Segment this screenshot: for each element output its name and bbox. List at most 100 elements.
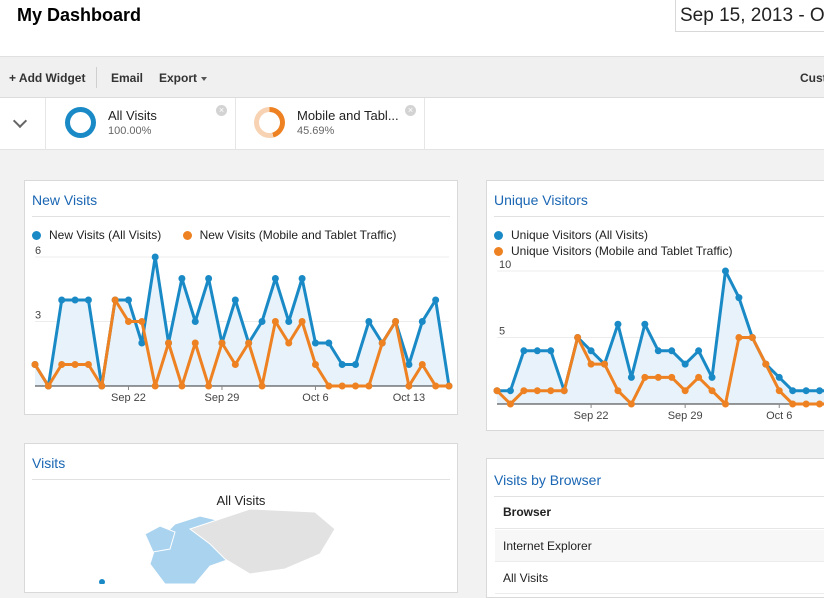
- data-point: [71, 361, 79, 368]
- widget-title[interactable]: New Visits: [32, 192, 98, 208]
- chevron-down-icon: [12, 113, 28, 129]
- data-point: [641, 320, 649, 328]
- chevron-down-icon: [201, 76, 208, 81]
- data-point: [365, 318, 373, 325]
- data-point: [271, 275, 279, 282]
- data-point: [298, 318, 306, 325]
- data-point: [245, 339, 253, 347]
- data-point: [338, 361, 346, 368]
- data-point: [735, 334, 743, 341]
- data-point: [84, 296, 92, 304]
- y-tick-label: 6: [35, 245, 41, 257]
- data-point: [258, 318, 266, 325]
- data-point: [124, 296, 132, 304]
- data-point: [775, 387, 783, 395]
- data-point: [587, 360, 595, 368]
- date-range-picker[interactable]: Sep 15, 2013 - Oct: [675, 0, 824, 32]
- data-point: [124, 318, 132, 325]
- data-point: [748, 334, 756, 341]
- widget-title[interactable]: Unique Visitors: [494, 192, 588, 208]
- new-visits-chart: 6 3 Sep 22 Sep 29 Oct 6 Oct 13: [31, 245, 453, 403]
- toolbar-divider: [96, 67, 97, 88]
- data-point: [84, 361, 92, 368]
- data-point: [151, 253, 159, 261]
- data-point: [681, 387, 689, 395]
- data-point: [311, 361, 319, 368]
- y-tick-label: 10: [499, 259, 511, 271]
- data-point: [178, 382, 186, 390]
- data-point: [271, 318, 279, 325]
- data-point: [191, 318, 199, 325]
- data-point: [802, 387, 810, 395]
- divider: [32, 479, 450, 480]
- widget-title[interactable]: Visits: [32, 455, 66, 471]
- data-point: [721, 267, 729, 275]
- widget-title[interactable]: Visits by Browser: [494, 472, 602, 488]
- legend-dot-icon: [494, 247, 503, 256]
- data-point: [587, 347, 595, 355]
- widget-new-visits: New Visits New Visits (All Visits) New V…: [24, 180, 458, 415]
- data-point: [695, 347, 703, 355]
- data-point: [71, 296, 79, 304]
- data-point: [205, 382, 213, 390]
- map-title: All Visits: [216, 493, 266, 508]
- x-tick-label: Sep 22: [574, 410, 609, 422]
- series-line-2: [33, 298, 449, 388]
- segment-name: All Visits: [108, 108, 157, 123]
- segment-name: Mobile and Tabl...: [297, 108, 399, 123]
- data-point: [231, 361, 239, 368]
- segment-all-visits[interactable]: All Visits 100.00% ×: [48, 98, 236, 150]
- x-tick-label: Sep 29: [205, 392, 240, 403]
- data-point: [298, 275, 306, 282]
- data-point: [520, 347, 528, 355]
- data-point: [138, 318, 146, 325]
- add-widget-button[interactable]: + Add Widget: [9, 71, 86, 85]
- data-point: [325, 382, 333, 390]
- data-point: [58, 296, 66, 304]
- x-tick-label: Sep 22: [111, 392, 146, 403]
- data-point: [668, 373, 676, 381]
- legend-dot-icon: [182, 231, 192, 240]
- data-point: [31, 361, 39, 368]
- legend-dot-icon: [494, 231, 503, 240]
- legend-label: Unique Visitors (Mobile and Tablet Traff…: [511, 244, 733, 258]
- map-marker: [99, 579, 105, 584]
- dashboard-toolbar: + Add Widget Email Export Cust: [0, 57, 824, 98]
- segment-mobile-tablet[interactable]: Mobile and Tabl... 45.69% ×: [237, 98, 425, 150]
- data-point: [205, 275, 213, 282]
- data-point: [418, 361, 426, 368]
- data-point: [352, 361, 360, 368]
- data-point: [445, 382, 453, 390]
- data-point: [58, 361, 66, 368]
- data-point: [258, 382, 266, 390]
- data-point: [654, 347, 662, 355]
- close-icon[interactable]: ×: [216, 105, 227, 116]
- data-point: [506, 387, 514, 395]
- data-point: [735, 294, 743, 302]
- segment-percent: 45.69%: [297, 125, 335, 137]
- y-tick-label: 3: [35, 310, 41, 322]
- close-icon[interactable]: ×: [405, 105, 416, 116]
- segment-bar: All Visits 100.00% × Mobile and Tabl... …: [0, 98, 824, 150]
- export-button[interactable]: Export: [159, 71, 208, 85]
- data-point: [654, 373, 662, 381]
- data-point: [405, 361, 413, 368]
- table-row[interactable]: Internet Explorer: [495, 530, 824, 562]
- data-point: [641, 373, 649, 381]
- data-point: [601, 360, 609, 368]
- widget-visits-map: Visits All Visits: [24, 443, 458, 593]
- data-point: [574, 334, 582, 341]
- data-point: [775, 373, 783, 381]
- data-point: [533, 387, 541, 395]
- table-row[interactable]: All Visits: [495, 562, 824, 594]
- data-point: [627, 400, 635, 408]
- map-region-greenland: [188, 508, 336, 575]
- customize-button[interactable]: Cust: [800, 71, 824, 85]
- data-point: [392, 318, 400, 325]
- email-button[interactable]: Email: [111, 71, 144, 85]
- data-point: [668, 347, 676, 355]
- x-tick-label: Oct 6: [302, 392, 328, 403]
- segment-toggle[interactable]: [0, 98, 46, 150]
- world-map: [99, 508, 336, 584]
- data-point: [311, 339, 319, 347]
